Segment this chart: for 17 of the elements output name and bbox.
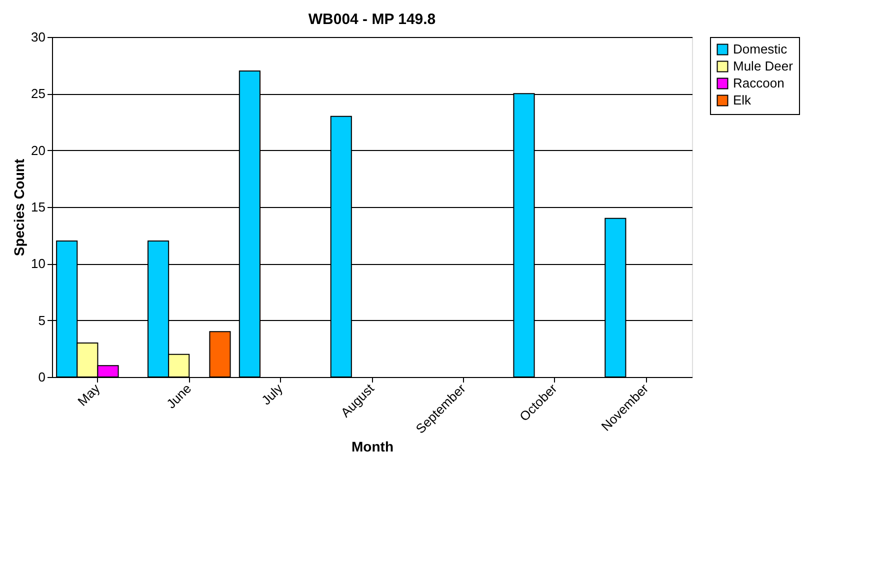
chart-title: WB004 - MP 149.8 <box>308 11 436 28</box>
y-tick-label: 10 <box>31 256 46 272</box>
y-tick-label: 0 <box>38 370 46 384</box>
x-tick-label: July <box>258 380 286 408</box>
legend-label: Elk <box>733 92 752 108</box>
legend-label: Domestic <box>733 42 788 56</box>
y-tick-label: 25 <box>31 86 46 102</box>
x-axis-title: Month <box>352 438 394 454</box>
x-tick-label: May <box>74 380 104 409</box>
bar <box>209 331 231 378</box>
y-axis-title: Species Count <box>11 158 28 256</box>
y-tick-label: 30 <box>31 30 46 44</box>
y-tick-label: 20 <box>31 142 46 158</box>
y-tick-label: 15 <box>31 200 46 214</box>
legend-label: Mule Deer <box>733 58 794 74</box>
y-tick-label: 5 <box>38 312 46 328</box>
legend-label: Raccoon <box>733 76 784 90</box>
